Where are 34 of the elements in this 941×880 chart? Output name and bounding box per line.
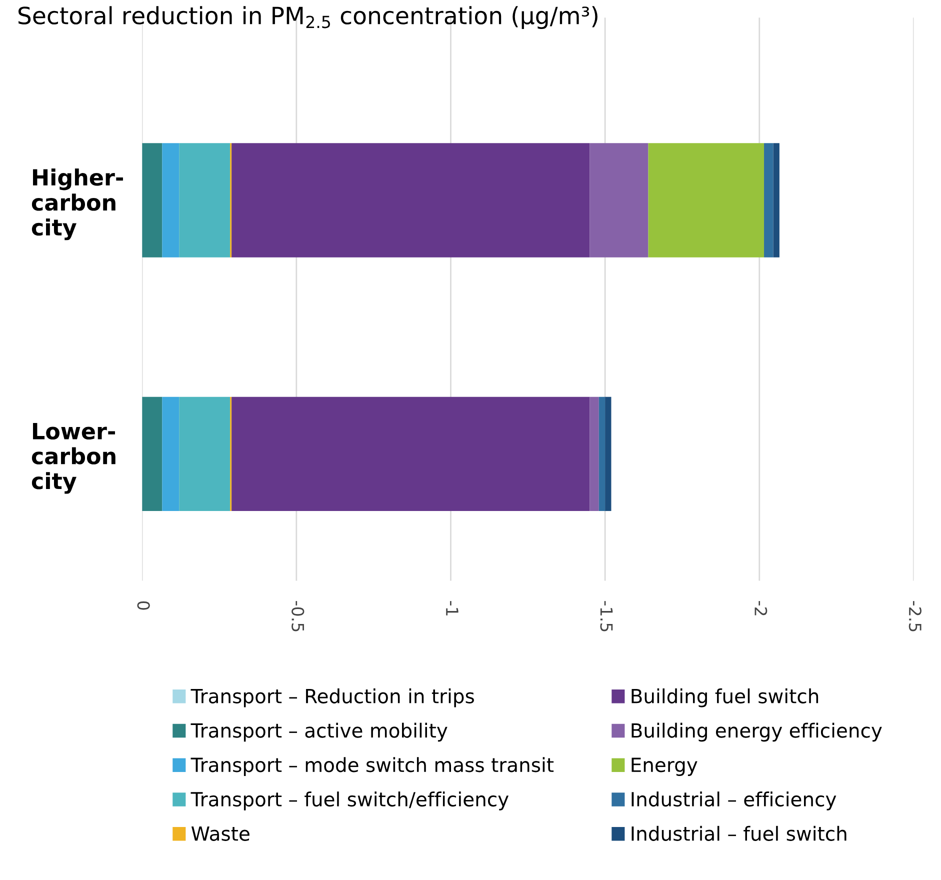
bar [162, 143, 180, 258]
bar [773, 143, 780, 258]
bar [179, 396, 230, 512]
bar [605, 396, 612, 512]
x-tick-label: 0 [137, 601, 150, 610]
x-tick-label: -2 [754, 601, 768, 616]
bar [179, 143, 230, 258]
legend-label: Industrial – fuel switch [632, 826, 846, 841]
legend-label: Transport – fuel switch/efficiency [190, 792, 509, 810]
legend-label: Building energy efficiency [632, 722, 882, 742]
legend-label: Building fuel switch [632, 688, 818, 708]
chart-title: Sectoral reduction in PM$_{2.5}$ concentration (μg/m³) [18, 6, 598, 30]
x-tick-label: -0.5 [292, 601, 304, 632]
y-tick-label: Lower- carbon city [32, 423, 116, 494]
legend-label: Industrial – efficiency [632, 792, 836, 810]
y-tick-label: Higher- carbon city [32, 168, 123, 240]
x-tick-label: -1.5 [600, 601, 613, 632]
bar [232, 143, 590, 258]
legend-label: Transport – mode switch mass transit [190, 757, 554, 776]
bar [764, 143, 774, 258]
legend-label: Transport – Reduction in trips [190, 688, 474, 708]
bar [162, 396, 180, 512]
legend-label: Waste [191, 826, 250, 841]
x-tick-label: -2.5 [908, 601, 922, 632]
bar [142, 143, 162, 258]
legend-label: Transport – active mobility [190, 722, 448, 742]
bar [648, 143, 764, 258]
bar [232, 396, 590, 512]
bar [590, 143, 648, 258]
x-tick-label: -1 [446, 601, 458, 616]
bar [590, 396, 599, 512]
legend-label: Energy [632, 758, 698, 776]
bar [598, 396, 606, 512]
bar [142, 396, 162, 512]
